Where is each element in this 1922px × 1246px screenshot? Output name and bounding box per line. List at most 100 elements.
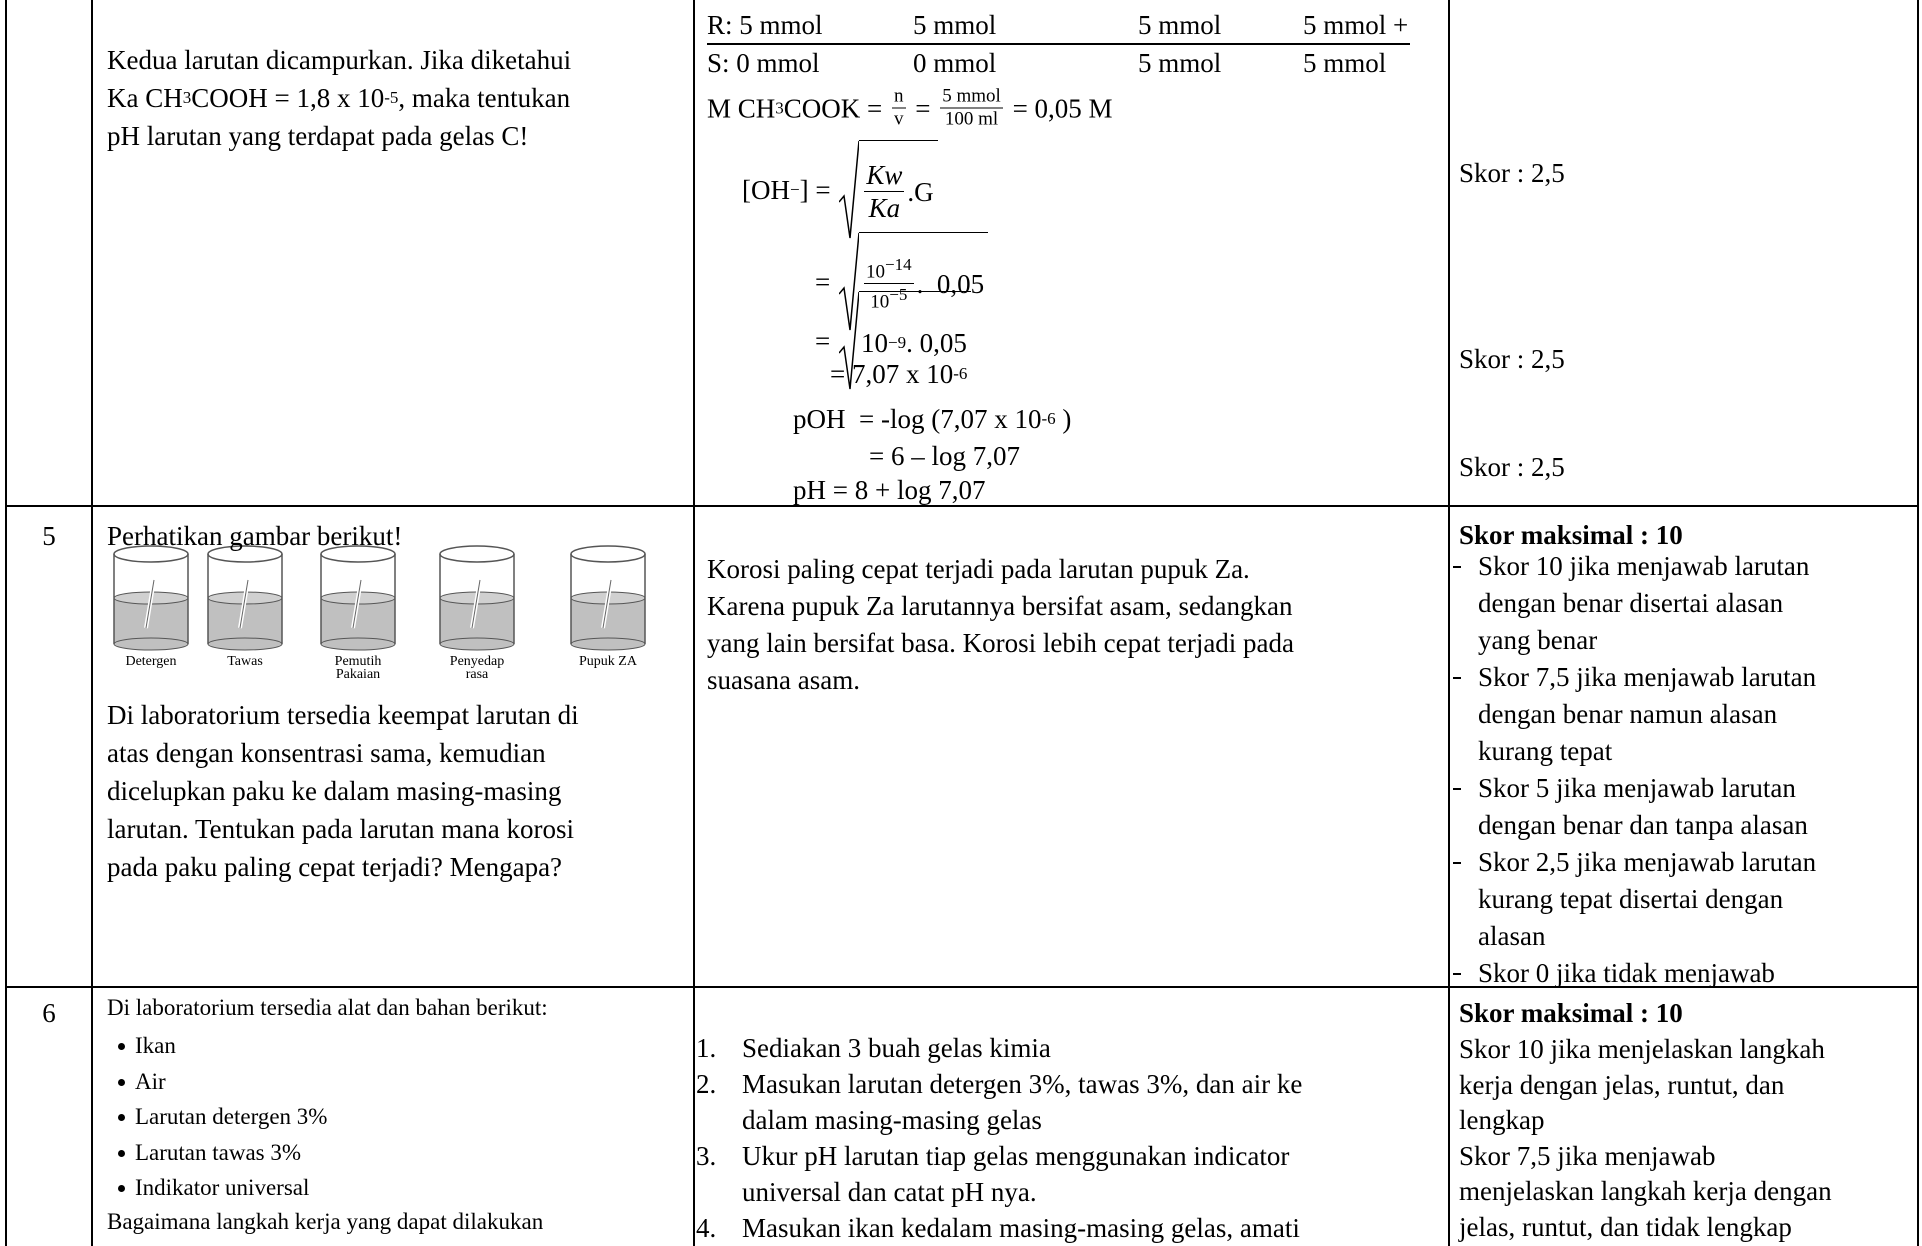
figure-label: Pemutih: [334, 654, 382, 669]
text: . 0,05: [916, 268, 985, 299]
answer-line: Sediakan 3 buah gelas kimia: [742, 1033, 1051, 1063]
radical-sign: [839, 232, 859, 332]
score-line: kurang tepat: [1478, 736, 1613, 766]
superscript: -5: [384, 88, 399, 107]
answer-line: Ukur pH larutan tiap gelas menggunakan i…: [742, 1141, 1290, 1171]
score-line: Skor 2,5 jika menjawab larutan: [1478, 847, 1817, 877]
score-line: Skor : 2,5: [1459, 452, 1565, 482]
text: 5 mmol: [942, 85, 1001, 107]
text: COOK =: [783, 93, 889, 123]
text: .G: [907, 176, 934, 207]
figure-label: Tawas: [227, 654, 263, 669]
score-line: Skor 10 jika menjawab larutan: [1478, 551, 1810, 581]
beaker-figure: [113, 545, 646, 651]
text: Ka: [868, 193, 901, 223]
radicand: 10−14 10−5. 0,05: [858, 232, 989, 332]
answer-line: = 6 – log 7,07: [869, 438, 1020, 474]
question-line: pada paku paling cepat terjadi? Mengapa?: [107, 852, 563, 882]
table-border: [5, 505, 1919, 507]
question-line: atas dengan konsentrasi sama, kemudian: [107, 738, 546, 768]
question-line: larutan. Tentukan pada larutan mana koro…: [107, 814, 574, 844]
answer-line: pH = 8 + log 7,07: [793, 472, 985, 508]
radicand: Kw Ka .G: [859, 140, 938, 240]
score-line: dengan benar disertai alasan: [1478, 588, 1784, 618]
score-line: jelas, runtut, dan tidak lengkap: [1459, 1211, 1792, 1242]
answer-line: yang lain bersifat basa. Korosi lebih ce…: [707, 628, 1295, 658]
answer-line: = 7,07 x 10 -6: [830, 356, 967, 392]
row-number: 5: [42, 521, 56, 551]
list-dash: [1453, 862, 1461, 864]
denominator: v: [892, 109, 906, 131]
text: pOH = -log (7,07 x 10: [793, 404, 1042, 434]
denominator: 10−5: [868, 284, 909, 313]
text: =: [815, 267, 837, 297]
reaction-cell: 5 mmol: [1138, 10, 1222, 40]
score-line: Skor 10 jika menjelaskan langkah: [1459, 1034, 1825, 1064]
list-marker: 1.: [696, 1033, 717, 1063]
answer-line: [OH −] = Kw Ka .G: [742, 140, 940, 240]
answer-line: = 10 −9. 0,05: [815, 291, 973, 391]
text: 10: [865, 261, 885, 282]
reaction-cell: 5 mmol: [1303, 48, 1387, 78]
score-line: alasan: [1478, 921, 1546, 951]
superscript: −9: [887, 332, 907, 352]
bullet: [118, 1149, 125, 1157]
text: v: [894, 108, 904, 130]
question-title: Perhatikan gambar berikut!: [107, 521, 403, 551]
text: ] =: [799, 175, 838, 205]
bullet: [118, 1078, 125, 1086]
beaker: [207, 545, 283, 651]
score-line: Skor : 2,5: [1459, 158, 1565, 188]
radical-sign: [839, 140, 859, 240]
answer-line: suasana asam.: [707, 665, 860, 695]
figure-label: Pakaian: [335, 667, 381, 682]
text: COOH = 1,8 x 10: [191, 83, 385, 113]
numerator: 5 mmol: [940, 86, 1003, 109]
fraction: 5 mmol 100 ml: [940, 86, 1003, 131]
reaction-cell: 5 mmol +: [1303, 10, 1409, 40]
text: 10: [860, 327, 888, 358]
list-dash: [1453, 677, 1461, 679]
table-border: [1448, 0, 1450, 1246]
score-line: Skor : 2,5: [1459, 344, 1565, 374]
text: = 0,05 M: [1005, 93, 1113, 123]
reaction-cell: 5 mmol: [913, 10, 997, 40]
subscript: 3: [775, 98, 784, 117]
table-border: [5, 986, 1919, 988]
square-root: Kw Ka .G: [839, 140, 938, 240]
bullet: [118, 1185, 125, 1192]
list-marker: 4.: [696, 1213, 717, 1243]
score-line: lengkap: [1459, 1105, 1545, 1135]
question-line: Di laboratorium tersedia keempat larutan…: [107, 700, 579, 730]
text: ): [1055, 404, 1072, 434]
numerator: 10−14: [863, 254, 914, 284]
reaction-divider: [707, 43, 1410, 45]
bullet-text: Ikan: [135, 1033, 176, 1058]
numerator: n: [892, 86, 906, 109]
score-title: Skor maksimal : 10: [1459, 998, 1683, 1028]
beaker: [113, 545, 189, 651]
reaction-cell: 0 mmol: [913, 48, 997, 78]
table-border: [91, 0, 93, 1246]
square-root: 10 −9. 0,05: [839, 291, 971, 391]
table-border: [1917, 0, 1919, 1246]
superscript: -6: [953, 364, 968, 383]
answer-line: Masukan ikan kedalam masing-masing gelas…: [742, 1213, 1300, 1243]
text: Kw: [866, 160, 903, 190]
figure-label: Pupuk ZA: [579, 654, 637, 669]
text: 100 ml: [944, 108, 999, 130]
bullet-text: Larutan detergen 3%: [135, 1104, 328, 1129]
list-dash: [1453, 788, 1461, 790]
question-line: Kedua larutan dicampurkan. Jika diketahu…: [107, 45, 572, 75]
text: n: [894, 85, 904, 107]
denominator: Ka: [867, 192, 903, 224]
reaction-cell: 5 mmol: [1138, 48, 1222, 78]
list-marker: 2.: [696, 1069, 717, 1099]
text: Ka CH: [107, 83, 183, 113]
beaker: [439, 545, 515, 651]
answer-line: Korosi paling cepat terjadi pada larutan…: [707, 554, 1250, 584]
score-line: Skor 0 jika tidak menjawab: [1478, 958, 1775, 988]
question-line: dicelupkan paku ke dalam masing-masing: [107, 776, 562, 806]
figure-label: rasa: [465, 667, 489, 682]
